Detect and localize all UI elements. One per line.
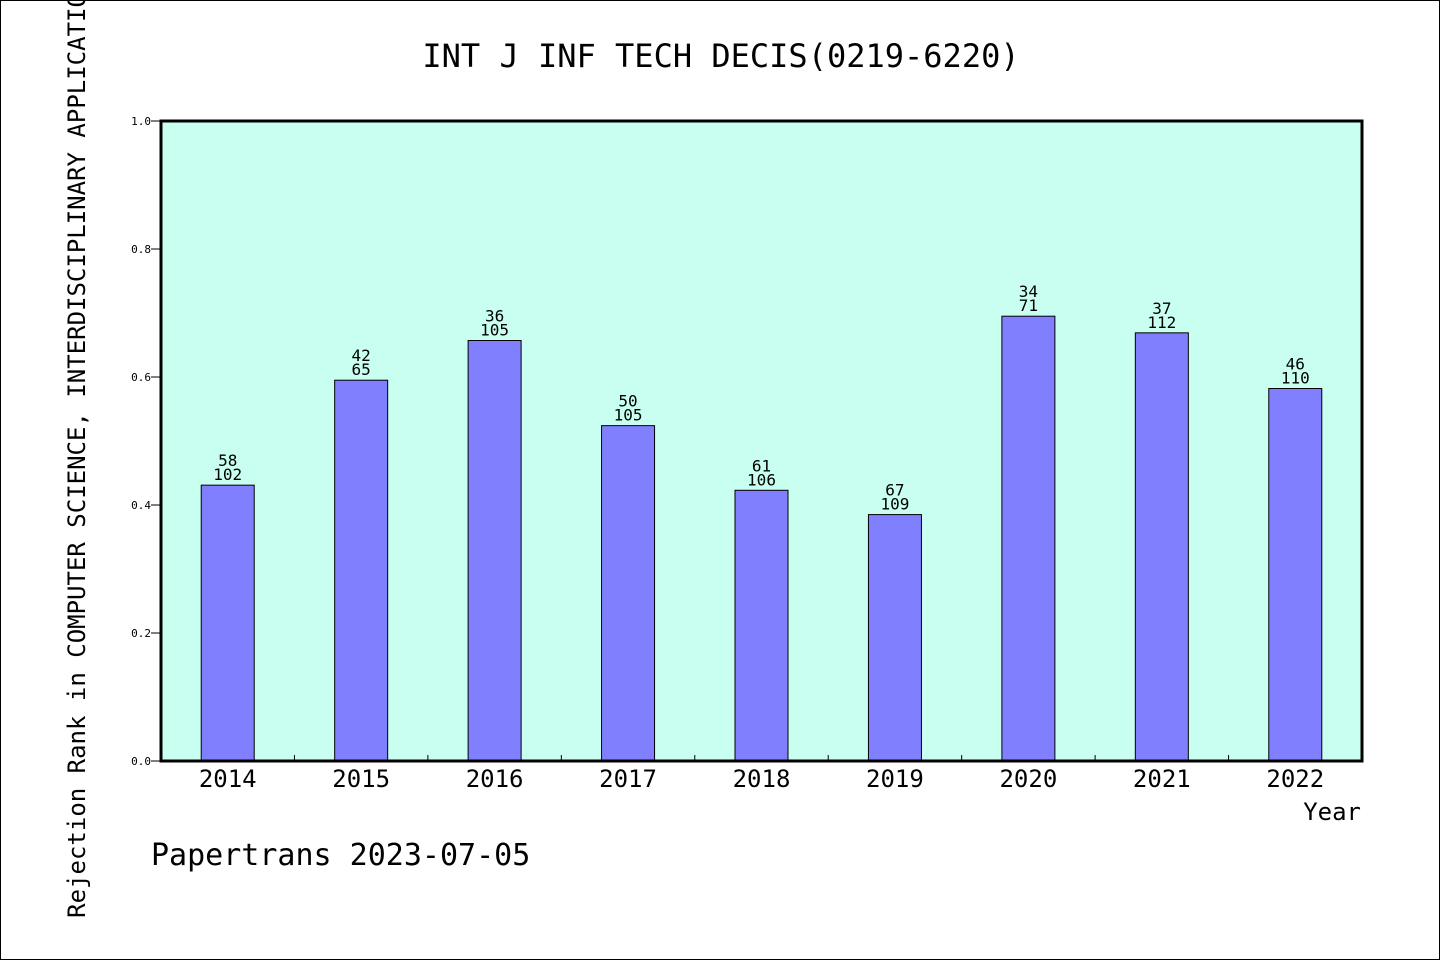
y-tick-label-0.0: 0.0	[131, 755, 151, 768]
bars	[200, 315, 1323, 762]
data-label-bottom-2017: 105	[614, 406, 643, 425]
data-label-top-2014: 58	[218, 451, 237, 470]
x-tick-label-2022: 2022	[1266, 765, 1324, 793]
data-label-top-2022: 46	[1286, 355, 1305, 374]
footer-text: Papertrans 2023-07-05	[151, 838, 530, 873]
x-tick-label-2016: 2016	[466, 765, 524, 793]
plot-border	[159, 119, 1364, 763]
x-tick-label-2015: 2015	[332, 765, 390, 793]
data-label-bottom-2020: 71	[1019, 296, 1038, 315]
bar-2018	[734, 489, 789, 762]
x-tick-label-2021: 2021	[1133, 765, 1191, 793]
x-tick-label-2014: 2014	[199, 765, 257, 793]
y-axis-label: Rejection Rank in COMPUTER SCIENCE, INTE…	[63, 1, 91, 918]
data-label-bottom-2022: 110	[1281, 369, 1310, 388]
data-label-top-2016: 36	[485, 307, 504, 326]
y-axis: 0.0 0.2 0.4 0.6 0.8 1.0	[131, 115, 161, 768]
data-label-top-2015: 42	[352, 346, 371, 365]
data-label-top-2018: 61	[752, 456, 771, 475]
bar-2015	[334, 379, 389, 762]
data-label-top-2017: 50	[618, 392, 637, 411]
data-label-bottom-2021: 112	[1147, 313, 1176, 332]
y-tick-label-0.4: 0.4	[131, 499, 151, 512]
x-tick-label-2019: 2019	[866, 765, 924, 793]
data-label-bottom-2014: 102	[213, 465, 242, 484]
y-tick-label-1.0: 1.0	[131, 115, 151, 128]
bar-2021	[1134, 332, 1189, 762]
bar-2022	[1268, 388, 1323, 762]
chart-title: INT J INF TECH DECIS(0219-6220)	[422, 37, 1019, 75]
data-label-top-2020: 34	[1019, 282, 1038, 301]
x-axis-label: Year	[1303, 798, 1361, 826]
x-tick-label-2020: 2020	[999, 765, 1057, 793]
y-tick-label-0.6: 0.6	[131, 371, 151, 384]
bar-2014	[200, 484, 255, 762]
bar-2019	[867, 514, 922, 762]
x-axis: 2014 2015 2016 2017 2018 2019 2020 2021 2022	[199, 755, 1324, 793]
x-tick-label-2018: 2018	[733, 765, 791, 793]
bar-2016	[467, 340, 522, 762]
data-label-bottom-2018: 106	[747, 470, 776, 489]
bar-2017	[601, 425, 656, 762]
x-tick-label-2017: 2017	[599, 765, 657, 793]
bar-2020	[1001, 315, 1056, 762]
data-label-top-2019: 67	[885, 481, 904, 500]
y-tick-label-0.8: 0.8	[131, 243, 151, 256]
data-label-bottom-2016: 105	[480, 321, 509, 340]
data-label-bottom-2015: 65	[352, 360, 371, 379]
y-tick-label-0.2: 0.2	[131, 627, 151, 640]
data-label-bottom-2019: 109	[880, 495, 909, 514]
data-label-top-2021: 37	[1152, 299, 1171, 318]
